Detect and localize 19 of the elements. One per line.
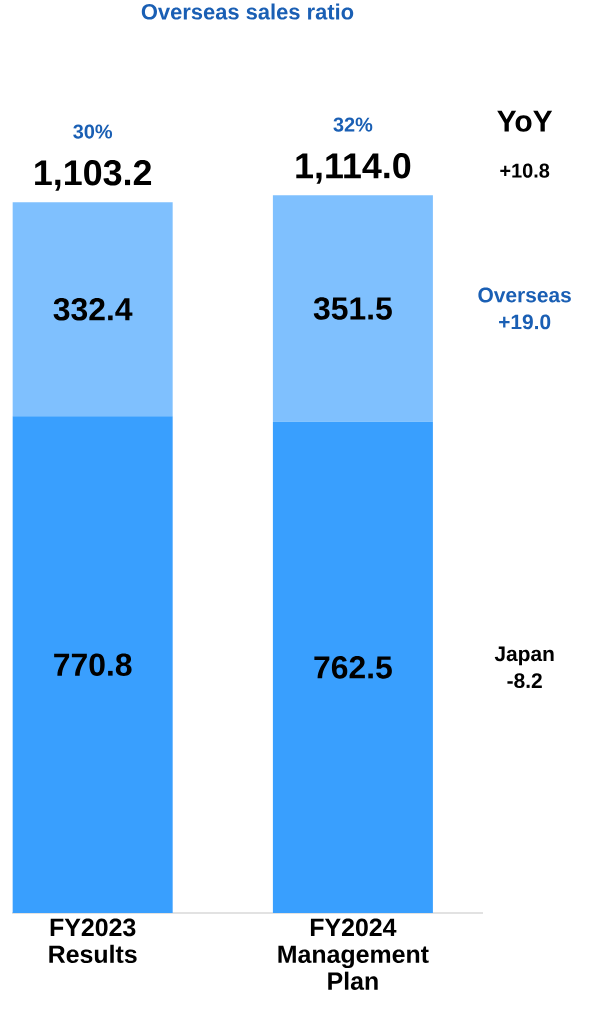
total-label: 1,103.2 (35, 160, 152, 191)
text: Overseas sales ratio (141, 3, 354, 20)
data-label: 762.5 (314, 656, 392, 679)
x-tick-label: FY2023 Results (49, 918, 137, 964)
x-tick-label: FY2024 Management Plan (278, 918, 429, 990)
text: +10.8 (500, 163, 550, 178)
annotation: Overseas +19.0 (478, 287, 571, 330)
data-label: 351.5 (313, 297, 392, 320)
data-label: 770.8 (54, 653, 132, 676)
bar (12, 202, 173, 417)
bar (12, 416, 173, 913)
text: 32% (333, 117, 373, 132)
bar (272, 421, 433, 913)
data-label: 332.4 (53, 297, 133, 321)
text: 30% (73, 124, 113, 139)
text: Japan -8.2 (494, 646, 554, 689)
text: YoY (497, 110, 553, 132)
total-label: 1,114.0 (296, 153, 411, 184)
bar (272, 195, 433, 422)
